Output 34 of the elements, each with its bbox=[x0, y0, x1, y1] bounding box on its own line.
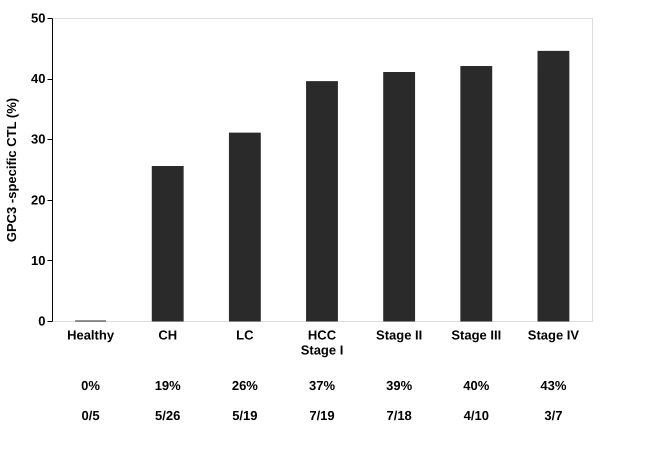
x-tick-label: Stage IV bbox=[528, 328, 580, 342]
bar bbox=[460, 66, 492, 322]
y-tick-label: 30 bbox=[31, 132, 46, 147]
x-tick-label: HCC Stage I bbox=[300, 328, 344, 358]
text: 3/7 bbox=[544, 408, 562, 423]
text: 5/19 bbox=[232, 408, 258, 423]
x-tick-label: Stage III bbox=[451, 328, 502, 342]
text: 7/19 bbox=[309, 408, 335, 423]
text: 40% bbox=[463, 378, 490, 393]
text: 43% bbox=[540, 378, 567, 393]
bar bbox=[383, 72, 416, 322]
text: 39% bbox=[386, 378, 413, 393]
text: 4/10 bbox=[464, 408, 489, 423]
x-tick-label: LC bbox=[236, 328, 254, 342]
text: 0/5 bbox=[82, 408, 100, 423]
x-tick-label: Stage II bbox=[376, 328, 422, 342]
y-tick-label: 20 bbox=[31, 192, 46, 208]
y-tick-label: 40 bbox=[31, 71, 46, 86]
text: 5/26 bbox=[155, 408, 180, 423]
y-tick-label: 0 bbox=[38, 314, 46, 328]
y-axis-title: GPC3 -specific CTL (%) bbox=[4, 98, 20, 242]
bar bbox=[228, 132, 261, 322]
bar bbox=[538, 50, 570, 322]
text: 7/18 bbox=[386, 408, 412, 423]
y-tick-label: 10 bbox=[31, 252, 46, 268]
x-tick-label: CH bbox=[158, 328, 178, 342]
text: 37% bbox=[308, 378, 336, 393]
text: 19% bbox=[154, 378, 182, 393]
x-tick-label: Healthy bbox=[67, 328, 115, 342]
y-tick-label: 50 bbox=[31, 10, 46, 26]
bar bbox=[306, 81, 338, 322]
text: 0% bbox=[81, 378, 100, 393]
bar bbox=[152, 166, 184, 322]
text: 26% bbox=[232, 378, 258, 393]
